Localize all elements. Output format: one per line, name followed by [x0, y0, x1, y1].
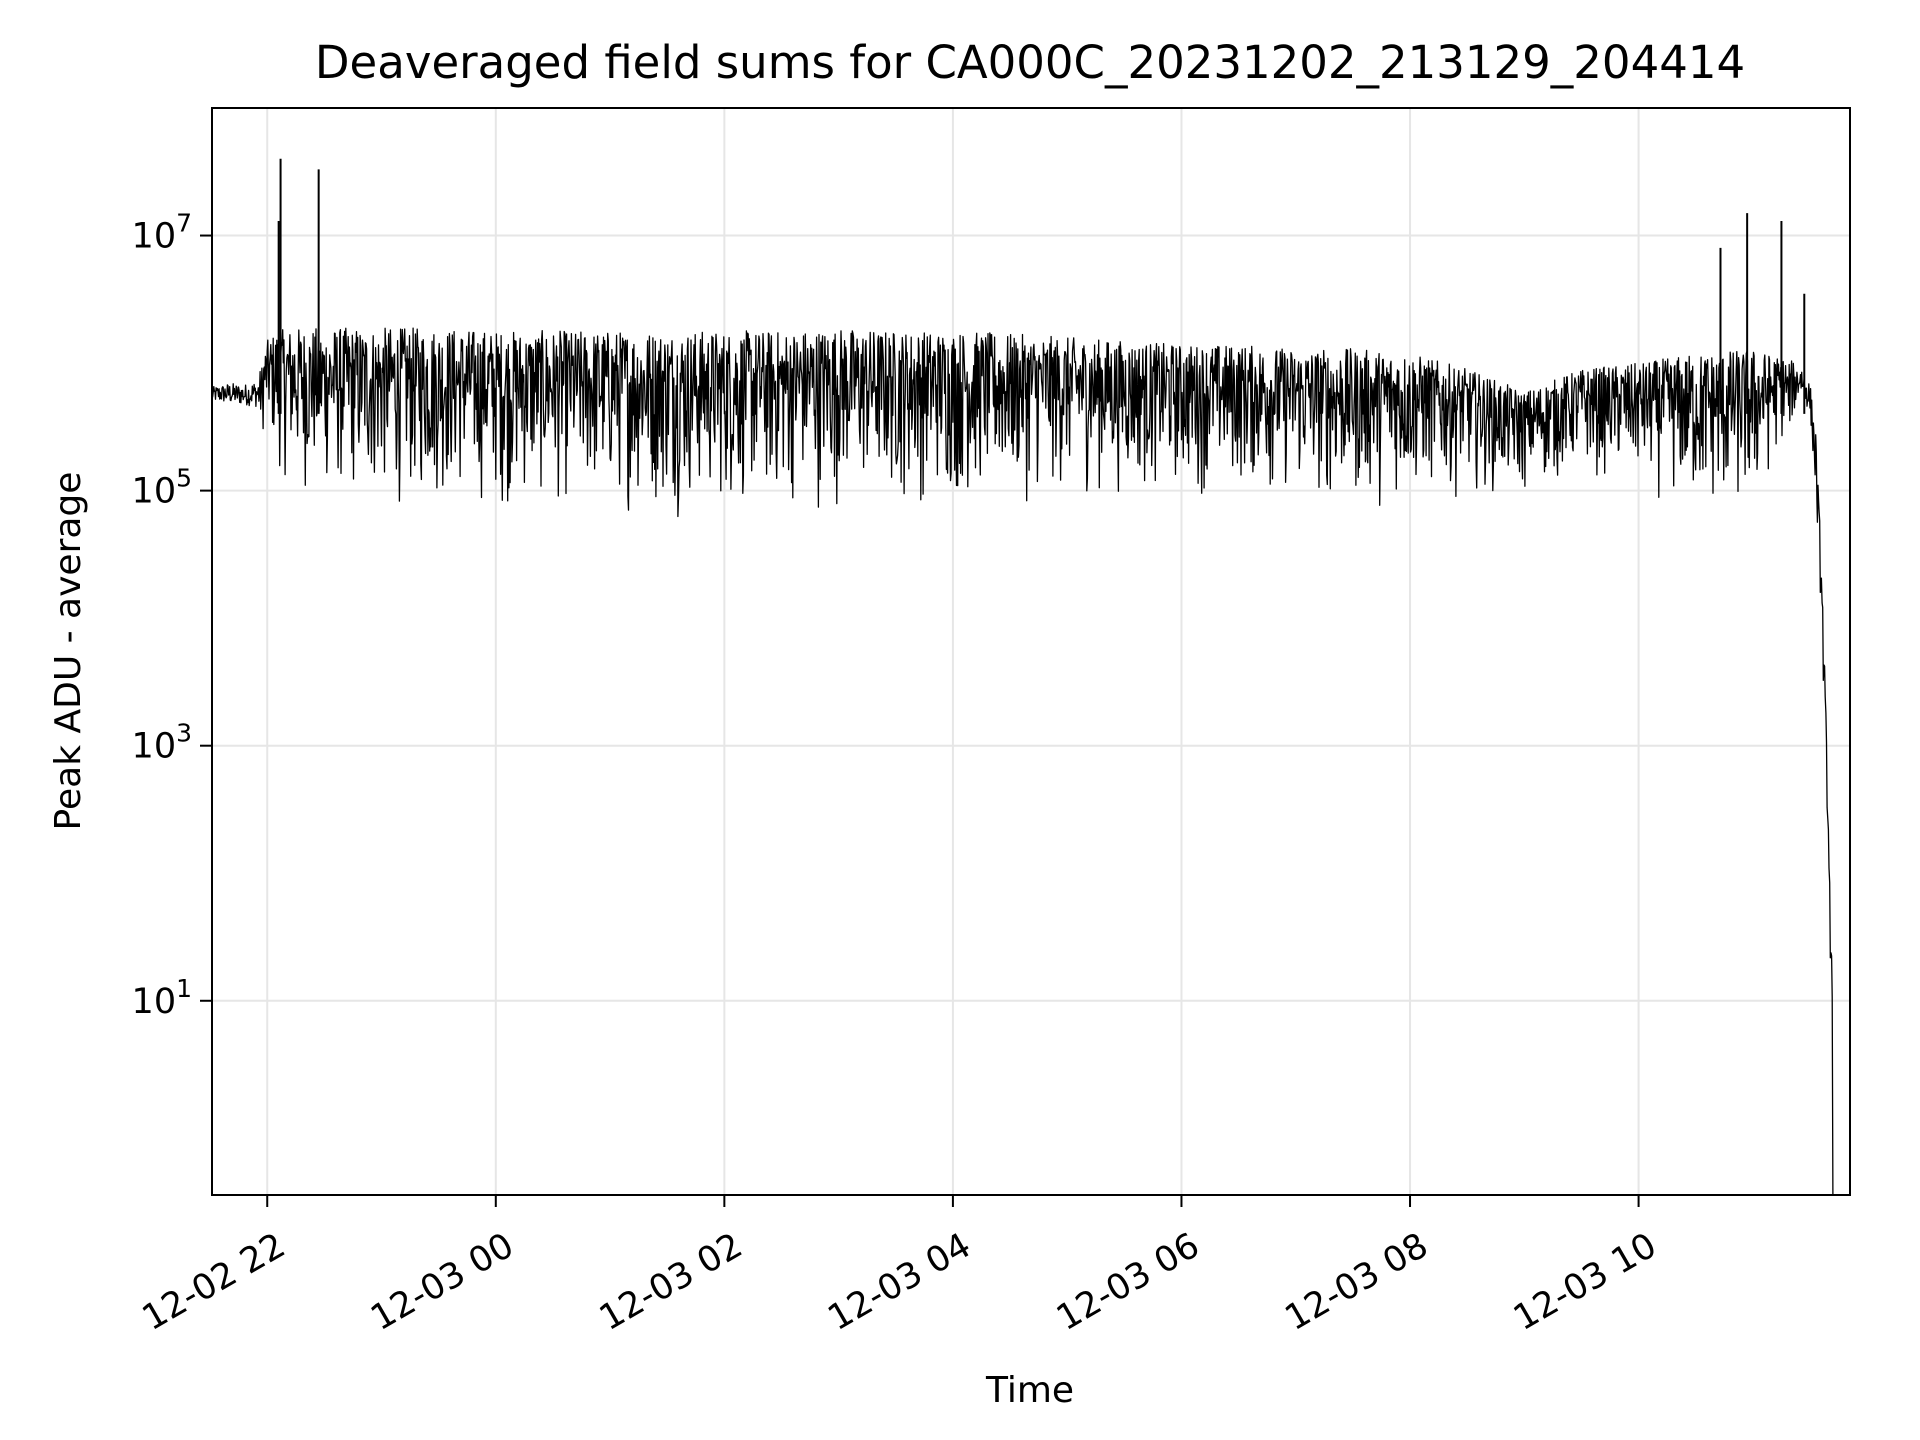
y-tick-exponent: 7: [176, 209, 192, 238]
chart-title: Deaveraged field sums for CA000C_2023120…: [315, 36, 1745, 89]
y-tick-base: 10: [132, 217, 177, 257]
y-tick-label: 107: [132, 209, 192, 257]
y-tick-base: 10: [132, 982, 177, 1022]
y-tick-label: 101: [132, 974, 192, 1022]
y-tick-base: 10: [132, 727, 177, 767]
y-tick-label: 103: [132, 719, 192, 767]
y-tick-base: 10: [132, 472, 177, 512]
grid: [212, 108, 1850, 1195]
y-tick-label: 105: [132, 464, 192, 512]
y-tick-exponent: 1: [176, 974, 192, 1003]
x-axis-label: Time: [985, 1370, 1074, 1411]
series-line: [211, 327, 1834, 1196]
plot-frame: [211, 107, 1851, 1196]
series-group: [211, 158, 1834, 1196]
y-axis-label: Peak ADU - average: [48, 472, 89, 831]
y-tick-exponent: 3: [176, 719, 192, 748]
y-tick-exponent: 5: [176, 464, 192, 493]
